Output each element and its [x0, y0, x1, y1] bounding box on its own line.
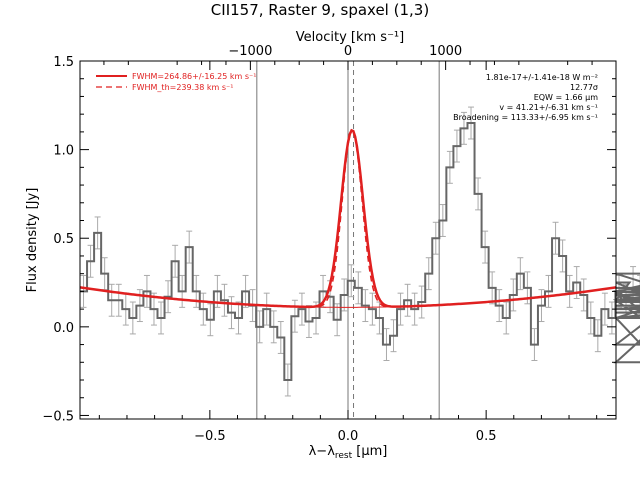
- top-tick-label: −1000: [228, 44, 272, 59]
- legend-label: FWHM=264.86+/-16.25 km s⁻¹: [132, 72, 256, 81]
- annotation-text: Broadening = 113.33+/-6.95 km s⁻¹: [453, 113, 598, 122]
- annotation-text: 1.81e-17+/-1.41e-18 W m⁻²: [486, 73, 598, 82]
- spectrum-histogram: [80, 122, 640, 382]
- y-axis-label: Flux density [Jy]: [25, 188, 40, 293]
- fit-curve-1: [79, 129, 617, 308]
- top-tick-label: 0: [344, 44, 352, 59]
- annotation-text: v = 41.21+/-6.31 km s⁻¹: [499, 103, 598, 112]
- y-tick-label: 1.0: [53, 144, 74, 159]
- error-bars: [80, 106, 640, 397]
- y-tick-label: 1.5: [53, 55, 74, 70]
- y-tick-label: 0.5: [53, 232, 74, 247]
- annotation-text: 12.77σ: [570, 83, 598, 92]
- top-tick-label: 1000: [429, 44, 462, 59]
- legend: FWHM=264.86+/-16.25 km s⁻¹ FWHM_th=239.38…: [96, 72, 256, 92]
- x-tick-label: 0.0: [338, 429, 359, 444]
- annotation-text: EQW = 1.66 μm: [534, 93, 598, 102]
- top-axis-label: Velocity [km s⁻¹]: [296, 30, 404, 45]
- y-tick-label: −0.5: [42, 409, 74, 424]
- legend-label: FWHM_th=239.38 km s⁻¹: [132, 83, 233, 92]
- chart-title: CII157, Raster 9, spaxel (1,3): [211, 1, 429, 19]
- y-tick-label: 0.0: [53, 321, 74, 336]
- x-axis-label: λ−λrest [μm]: [309, 444, 388, 461]
- x-tick-label: 0.5: [476, 429, 497, 444]
- x-tick-label: −0.5: [194, 429, 226, 444]
